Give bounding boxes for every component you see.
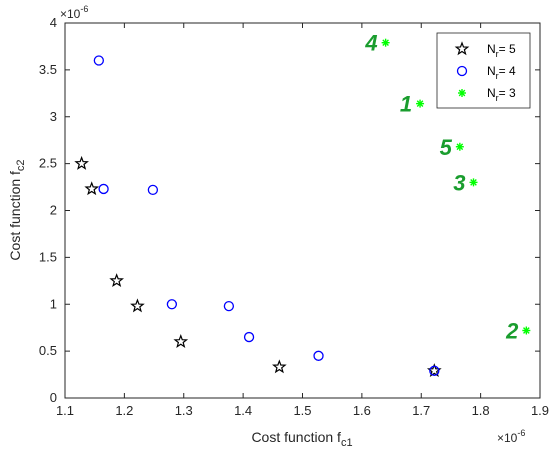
series-2-point	[469, 178, 478, 187]
y-tick-label: 3.5	[39, 62, 57, 77]
series-1-point	[166, 299, 178, 310]
series-1-point	[243, 331, 255, 343]
x-tick-label: 1.6	[353, 403, 371, 418]
series-0-point	[130, 298, 145, 313]
y-axis-label: Cost function fc2	[7, 159, 27, 260]
y-tick-label: 0	[50, 390, 57, 405]
x-tick-label: 1.5	[293, 403, 311, 418]
y-tick-label: 4	[50, 15, 57, 30]
x-tick-label: 1.4	[234, 403, 252, 418]
series-1-point	[147, 184, 159, 196]
legend-marker-1	[456, 65, 468, 77]
series-0-point	[109, 273, 124, 288]
y-tick-label: 0.5	[39, 343, 57, 358]
series-2-point	[455, 142, 464, 151]
x-tick-label: 1.1	[56, 403, 74, 418]
y-exponent-label: ×10-6	[60, 4, 88, 21]
y-tick-label: 2.5	[39, 156, 57, 171]
y-tick-label: 3	[50, 109, 57, 124]
x-tick-label: 1.8	[472, 403, 490, 418]
series-0-point	[173, 334, 189, 348]
legend-entry: Nr= 4	[487, 64, 516, 81]
x-tick-label: 1.3	[175, 403, 193, 418]
legend-entry: Nr= 5	[487, 42, 516, 59]
series-0-point	[272, 359, 287, 374]
series-1-point	[223, 300, 235, 312]
series-2-point	[381, 38, 390, 47]
series-1-point	[313, 350, 324, 361]
x-axis-label: Cost function fc1	[251, 429, 352, 449]
x-exponent-label: ×10-6	[497, 428, 525, 445]
series-0-point	[74, 155, 89, 170]
point-label: 3	[453, 170, 465, 195]
x-tick-label: 1.9	[531, 403, 549, 418]
legend: Nr= 5 Nr= 4 Nr= 3	[436, 32, 531, 109]
legend-box	[436, 32, 531, 109]
series-2-point	[522, 326, 531, 335]
series-1-point	[429, 365, 440, 376]
point-annotations: 4 1 53 2	[364, 31, 519, 344]
x-tick-label: 1.2	[115, 403, 133, 418]
y-tick-label: 1.5	[39, 249, 57, 264]
series-1-point	[93, 55, 104, 66]
data-points	[74, 38, 531, 378]
legend-marker-0	[454, 41, 470, 56]
y-tick-label: 1	[50, 296, 57, 311]
point-label: 4	[364, 31, 377, 56]
legend-entry: Nr= 3	[487, 86, 516, 103]
ticks-layer: 1.1 1.2 1.3 1.4 1.5 1.6 1.7 1.8 1.9 0 0.5 1 1.5 2 2.5 3…	[39, 15, 549, 418]
axis-labels: Cost function fc1 Cost function fc2 ×10-…	[7, 4, 525, 449]
x-tick-label: 1.7	[412, 403, 430, 418]
y-tick-label: 2	[50, 203, 57, 218]
series-0-point	[84, 181, 100, 196]
series-2-point	[416, 99, 425, 108]
point-label: 2	[505, 319, 519, 344]
legend-marker-2	[458, 89, 466, 97]
series-1-point	[98, 183, 109, 195]
point-label: 1	[400, 92, 412, 117]
point-label: 5	[440, 135, 453, 160]
